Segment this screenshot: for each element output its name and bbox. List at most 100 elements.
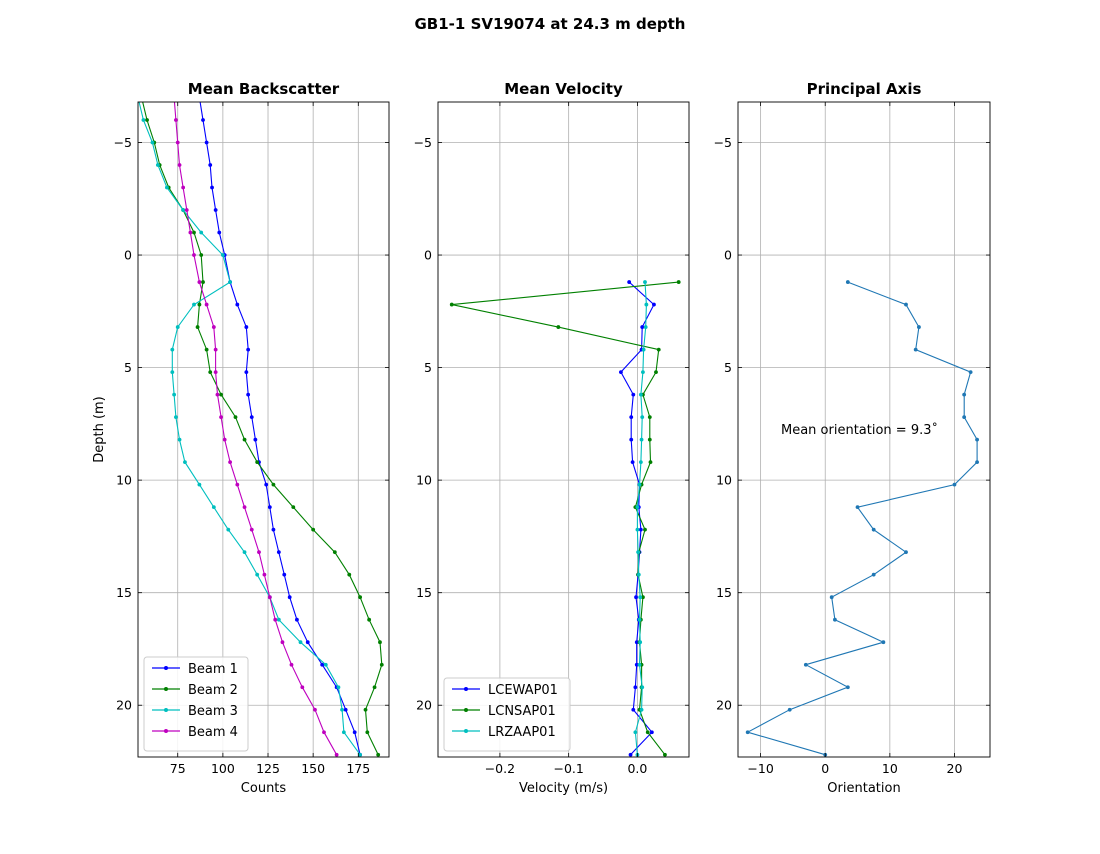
data-point: [183, 460, 187, 465]
data-point: [871, 572, 876, 577]
series-group: [449, 280, 681, 757]
data-point: [174, 118, 178, 122]
series-group: [136, 96, 384, 757]
data-point: [881, 640, 886, 645]
data-point: [181, 208, 186, 212]
data-point: [644, 302, 649, 307]
x-tick-label: 0: [821, 761, 829, 776]
data-point: [155, 163, 160, 167]
data-point: [242, 505, 247, 510]
data-point: [638, 392, 643, 397]
y-tick-label: 5: [124, 360, 132, 375]
legend-marker: [464, 729, 468, 733]
x-tick-label: 175: [346, 761, 370, 776]
data-point: [201, 118, 205, 122]
series-line-1: [199, 102, 361, 755]
data-point: [363, 707, 368, 712]
data-point: [208, 163, 213, 167]
data-point: [648, 460, 653, 465]
data-point: [643, 325, 648, 329]
data-point: [276, 617, 281, 622]
data-point: [136, 96, 140, 100]
data-point: [219, 392, 223, 397]
data-point: [298, 640, 303, 645]
legend-marker: [464, 687, 468, 691]
data-point: [219, 415, 223, 420]
data-point: [640, 415, 645, 420]
x-tick-label: 0.0: [627, 761, 647, 776]
data-point: [637, 482, 642, 487]
y-tick-label: 0: [724, 248, 732, 263]
grid-lines: [738, 102, 990, 757]
data-point: [871, 527, 876, 532]
data-point: [652, 302, 656, 307]
data-point: [637, 662, 642, 667]
data-point: [962, 415, 967, 420]
data-point: [372, 685, 377, 690]
data-point: [195, 325, 200, 329]
data-point: [253, 437, 258, 442]
data-point: [276, 550, 281, 555]
data-point: [215, 392, 220, 397]
x-tick-label: 100: [211, 761, 235, 776]
y-axis-label: Depth (m): [92, 396, 107, 463]
legend-marker: [164, 666, 168, 670]
x-axis-label: Counts: [241, 781, 287, 796]
data-point: [634, 595, 638, 600]
data-point: [641, 595, 645, 600]
data-point: [376, 752, 381, 757]
data-point: [645, 730, 650, 735]
data-point: [201, 280, 205, 284]
data-point: [630, 460, 635, 465]
data-point: [289, 662, 294, 667]
data-point: [164, 185, 169, 190]
legend-box: [143, 656, 249, 752]
data-point: [213, 347, 218, 352]
series-line-2: [451, 281, 679, 756]
data-point: [962, 392, 967, 397]
data-point: [829, 595, 834, 600]
data-point: [213, 208, 218, 212]
data-point: [246, 392, 251, 397]
data-point: [249, 415, 254, 420]
data-point: [320, 662, 325, 667]
data-point: [211, 325, 216, 329]
data-point: [235, 482, 240, 487]
data-point: [140, 96, 144, 100]
data-point: [300, 685, 305, 690]
y-tick-label: 10: [416, 473, 432, 488]
data-point: [217, 230, 222, 235]
data-point: [322, 730, 326, 735]
legend-label: LCNSAP01: [488, 704, 556, 719]
legend-label: Beam 1: [188, 662, 238, 677]
legend-label: Beam 3: [188, 704, 238, 719]
data-point: [833, 617, 837, 622]
data-point: [213, 370, 218, 375]
panel-title: Principal Axis: [807, 80, 922, 98]
data-point: [641, 370, 645, 375]
data-point: [257, 550, 261, 555]
data-point: [654, 370, 658, 375]
data-point: [233, 415, 238, 420]
data-point: [631, 707, 636, 712]
data-point: [249, 527, 254, 532]
data-point: [220, 253, 225, 257]
legend-label: Beam 4: [188, 725, 238, 740]
data-point: [255, 572, 260, 577]
data-point: [663, 752, 667, 757]
data-point: [210, 185, 214, 190]
data-point: [913, 347, 918, 352]
data-point: [638, 527, 643, 532]
data-point: [968, 370, 973, 375]
y-tick-label: 15: [116, 585, 132, 600]
data-point: [273, 617, 278, 622]
data-point: [803, 662, 808, 667]
data-point: [637, 617, 642, 622]
y-tick-label: 15: [416, 585, 432, 600]
data-point: [244, 370, 249, 375]
x-axis-label: Orientation: [827, 781, 900, 796]
panel-2: −0.2 −0.1 0.0 −5 0 5 10 15 20 Mean Velocity Veloci…: [414, 80, 690, 796]
data-point: [242, 437, 247, 442]
data-point: [305, 640, 310, 645]
data-point: [192, 230, 196, 235]
